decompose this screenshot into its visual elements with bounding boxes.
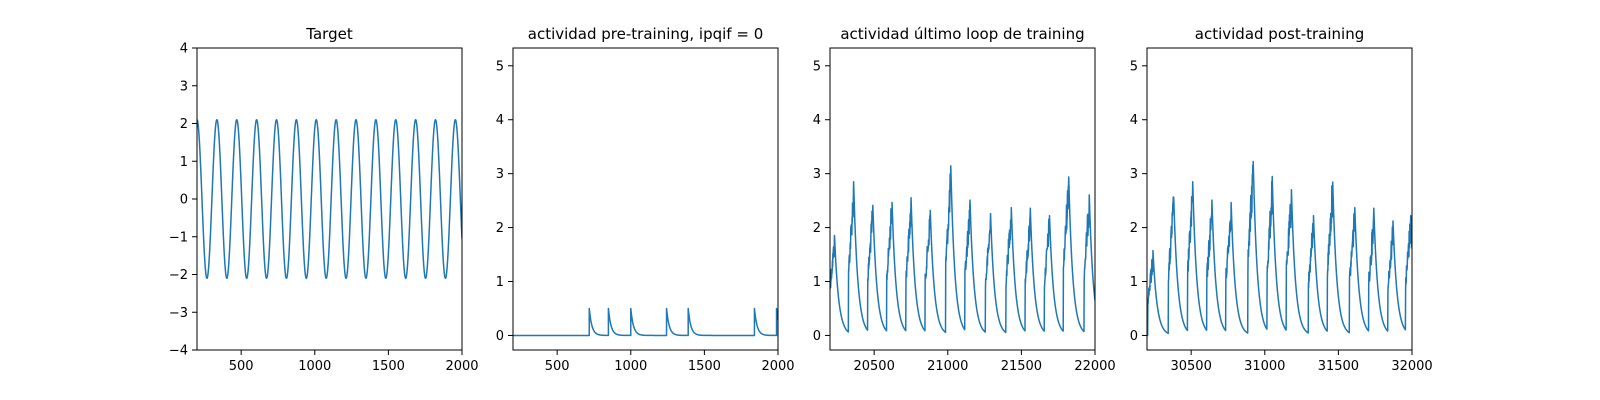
y-tick-label-1-5: 0 — [180, 193, 188, 208]
plot-frame-4 — [1146, 47, 1413, 351]
y-tick-label-1-7: 2 — [180, 117, 188, 132]
y-tick-label-1-9: 4 — [180, 42, 188, 57]
chart-title-4: actividad post-training — [1195, 25, 1364, 43]
x-tick-label-1-1: 500 — [229, 359, 254, 374]
x-tick-label-3-4: 22000 — [1074, 359, 1115, 374]
chart-panel-1: Target 500 1000 1500 2000 −4 −3 −2 −1 0 1 2 3 4 — [169, 25, 479, 374]
x-tick-label-4-4: 32000 — [1391, 359, 1432, 374]
series-line-3-1 — [830, 165, 1095, 334]
y-tick-label-4-5: 4 — [1130, 113, 1138, 128]
y-tick-label-3-1: 0 — [813, 329, 821, 344]
x-tick-label-4-3: 31500 — [1318, 359, 1359, 374]
series-line-4-1 — [1147, 160, 1412, 337]
x-tick-label-3-3: 21500 — [1001, 359, 1042, 374]
x-tick-label-1-3: 1500 — [372, 359, 405, 374]
plot-frame-3 — [829, 47, 1096, 351]
series-line-1-1 — [197, 118, 462, 280]
x-tick-label-2-3: 1500 — [688, 359, 721, 374]
y-tick-label-1-4: −1 — [169, 230, 188, 245]
y-tick-label-3-2: 1 — [813, 275, 821, 290]
x-tick-label-2-2: 1000 — [614, 359, 647, 374]
y-tick-label-1-6: 1 — [180, 155, 188, 170]
series-line-2-1 — [513, 307, 778, 337]
y-tick-label-1-8: 3 — [180, 79, 188, 94]
chart-panel-2: actividad pre-training, ipqif = 0 500 1000… — [496, 25, 795, 374]
y-tick-label-3-4: 3 — [813, 167, 821, 182]
x-tick-label-1-2: 1000 — [298, 359, 331, 374]
y-tick-label-4-3: 2 — [1130, 221, 1138, 236]
y-tick-label-2-6: 5 — [496, 59, 504, 74]
y-tick-label-2-5: 4 — [496, 113, 504, 128]
y-tick-label-1-3: −2 — [169, 268, 188, 283]
y-tick-label-2-2: 1 — [496, 275, 504, 290]
x-tick-label-2-4: 2000 — [761, 359, 794, 374]
x-tick-label-3-1: 20500 — [853, 359, 894, 374]
chart-title-2: actividad pre-training, ipqif = 0 — [528, 25, 764, 43]
y-tick-label-3-5: 4 — [813, 113, 821, 128]
y-tick-label-3-3: 2 — [813, 221, 821, 236]
x-tick-label-1-4: 2000 — [445, 359, 478, 374]
x-tick-label-4-2: 31000 — [1244, 359, 1285, 374]
chart-title-1: Target — [305, 25, 353, 43]
y-tick-label-2-3: 2 — [496, 221, 504, 236]
y-tick-label-3-6: 5 — [813, 59, 821, 74]
x-tick-label-3-2: 21000 — [927, 359, 968, 374]
y-tick-label-1-1: −4 — [169, 344, 188, 359]
chart-title-3: actividad último loop de training — [840, 25, 1084, 43]
y-tick-label-4-4: 3 — [1130, 167, 1138, 182]
x-tick-label-4-1: 30500 — [1170, 359, 1211, 374]
x-tick-label-2-1: 500 — [545, 359, 570, 374]
y-tick-label-4-2: 1 — [1130, 275, 1138, 290]
y-tick-label-1-2: −3 — [169, 306, 188, 321]
y-tick-label-2-1: 0 — [496, 329, 504, 344]
y-tick-label-4-6: 5 — [1130, 59, 1138, 74]
y-tick-label-2-4: 3 — [496, 167, 504, 182]
plot-frame-2 — [512, 47, 779, 351]
y-tick-label-4-1: 0 — [1130, 329, 1138, 344]
